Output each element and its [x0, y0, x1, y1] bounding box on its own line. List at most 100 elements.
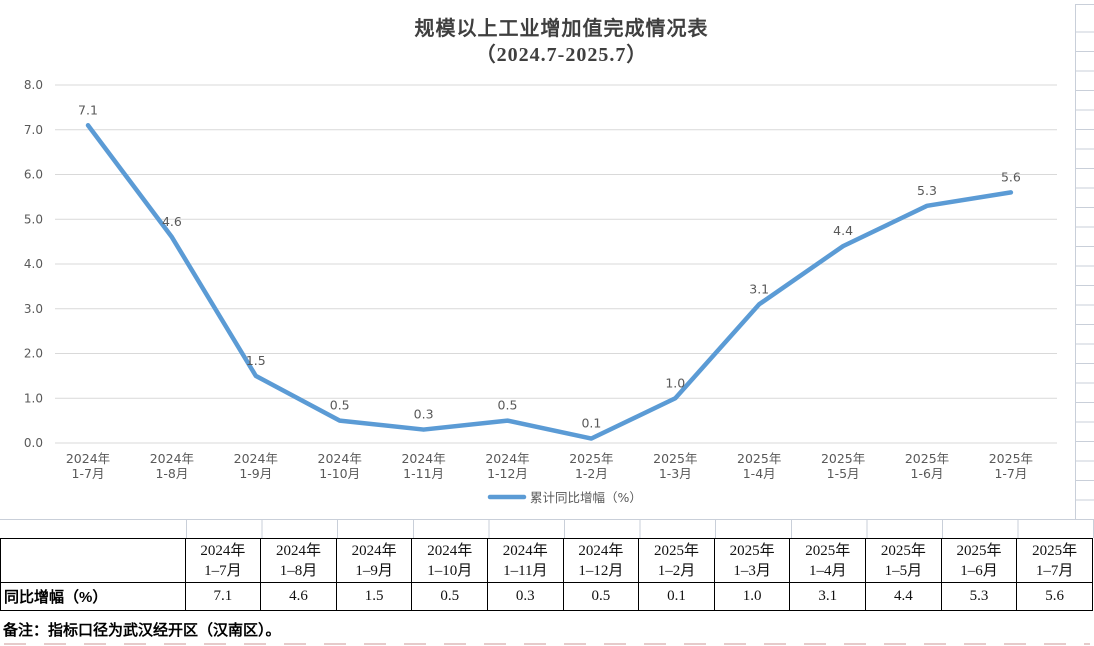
data-label: 7.1	[78, 102, 98, 117]
y-axis-tick-label: 1.0	[24, 391, 43, 405]
x-axis-label: 1-6月	[911, 466, 944, 481]
embedded-chart[interactable]: 规模以上工业增加值完成情况表 （2024.7-2025.7） 0.0 1.0 2.0…	[0, 4, 1075, 519]
chart-subtitle: （2024.7-2025.7）	[475, 44, 648, 66]
y-axis-tick-label: 2.0	[24, 347, 43, 361]
x-axis-label: 2024年	[485, 451, 529, 466]
sheet-grid-right-column	[1075, 4, 1094, 519]
clipped-next-row-text	[4, 643, 1090, 645]
table-header-line: 2024年	[502, 542, 548, 559]
x-axis-label: 1-4月	[743, 466, 776, 481]
y-axis-tick-label: 3.0	[24, 302, 43, 316]
y-axis-tick-label: 6.0	[24, 168, 43, 182]
table-value-cell[interactable]: 5.6	[1017, 583, 1093, 611]
y-axis-tick-label: 5.0	[24, 212, 43, 226]
x-axis-label: 1-3月	[659, 466, 692, 481]
data-label: 0.5	[498, 398, 518, 413]
x-axis-label: 2024年	[234, 451, 278, 466]
table-header-cell[interactable]: 2025年 1–4月	[790, 539, 867, 583]
data-label: 4.6	[162, 214, 182, 229]
data-label: 1.5	[246, 353, 266, 368]
table-header-line: 2024年	[427, 542, 473, 559]
table-header-cell[interactable]: 2024年 1–9月	[336, 539, 413, 583]
x-axis-label: 1-5月	[827, 466, 860, 481]
data-label: 3.1	[749, 281, 769, 296]
x-axis-label: 2024年	[66, 451, 110, 466]
y-axis-tick-label: 8.0	[24, 78, 43, 92]
table-header-line: 1–6月	[960, 562, 998, 579]
x-axis-label: 2025年	[737, 451, 781, 466]
table-header-cell[interactable]: 2024年 1–10月	[412, 539, 488, 583]
x-axis-label: 1-2月	[575, 466, 608, 481]
x-axis-label: 1-7月	[72, 466, 105, 481]
table-header-line: 2025年	[1032, 542, 1078, 559]
table-header-line: 2024年	[200, 542, 246, 559]
x-axis-label: 2025年	[905, 451, 949, 466]
table-header-line: 1–12月	[578, 562, 624, 579]
table-header-row: 2024年 1–7月 2024年 1–8月 2024年 1–9月 2024年 1–10月 202…	[1, 539, 1093, 583]
x-axis-label: 1-11月	[403, 466, 444, 481]
table-header-cell[interactable]: 2025年 1–5月	[866, 539, 942, 583]
table-value-cell[interactable]: 4.4	[866, 583, 942, 611]
x-axis-label: 2025年	[569, 451, 613, 466]
table-value-cell[interactable]: 3.1	[790, 583, 867, 611]
table-header-line: 2024年	[578, 542, 624, 559]
table-header-cell[interactable]: 2025年 1–7月	[1017, 539, 1093, 583]
note-text[interactable]: 备注：指标口径为武汉经开区（汉南区）。	[3, 622, 281, 639]
data-label: 1.0	[665, 375, 685, 390]
table-value-row: 同比增幅（%） 7.1 4.6 1.5 0.5 0.3 0.5 0.1 1.0 3.1 4.4 5.…	[1, 583, 1093, 611]
table-header-line: 1–9月	[355, 562, 393, 579]
table-value-cell[interactable]: 5.3	[941, 583, 1018, 611]
data-label: 5.6	[1001, 169, 1021, 184]
data-label: 0.5	[330, 398, 350, 413]
table-value-cell[interactable]: 7.1	[185, 583, 262, 611]
data-table: 2024年 1–7月 2024年 1–8月 2024年 1–9月 2024年 1–10月 202…	[0, 538, 1093, 611]
sheet-grid-stubs	[186, 520, 1094, 538]
series-line[interactable]	[85, 123, 1014, 441]
data-label: 4.4	[833, 223, 853, 238]
table-value-cell[interactable]: 4.6	[261, 583, 337, 611]
legend-label: 累计同比增幅（%）	[530, 490, 642, 505]
sheet-gridline-above-table	[0, 519, 1094, 520]
table-header-line: 1–7月	[204, 562, 242, 579]
x-axis-label: 1-10月	[319, 466, 360, 481]
data-label: 0.3	[414, 407, 434, 422]
table-header-line: 1–8月	[279, 562, 318, 579]
table-value-cell[interactable]: 0.1	[639, 583, 715, 611]
table-header-cell[interactable]: 2024年 1–11月	[488, 539, 564, 583]
y-axis-tick-label: 0.0	[24, 436, 43, 450]
table-value-cell[interactable]: 0.3	[488, 583, 564, 611]
table-header-line: 1–7月	[1035, 562, 1074, 579]
x-axis-label: 2024年	[150, 451, 194, 466]
x-axis-label: 1-8月	[155, 466, 188, 481]
chart-legend[interactable]: 累计同比增幅（%）	[487, 490, 642, 505]
table-header-line: 1–3月	[733, 562, 771, 579]
x-axis-label: 2025年	[653, 451, 697, 466]
table-header-line: 2025年	[805, 542, 851, 559]
table-value-cell[interactable]: 0.5	[412, 583, 488, 611]
table-header-cell[interactable]: 2024年 1–12月	[563, 539, 640, 583]
table-value-cell[interactable]: 1.0	[714, 583, 791, 611]
x-axis-label: 1-9月	[239, 466, 272, 481]
table-header-cell[interactable]: 2024年 1–8月	[261, 539, 337, 583]
table-header-cell[interactable]: 2025年 1–3月	[714, 539, 791, 583]
y-axis-tick-label: 7.0	[24, 123, 43, 137]
x-axis-label: 2024年	[318, 451, 362, 466]
table-header-cell[interactable]: 2024年 1–7月	[185, 539, 262, 583]
table-header-line: 2024年	[275, 542, 321, 559]
x-axis-label: 2024年	[401, 451, 445, 466]
table-corner-cell[interactable]	[1, 539, 186, 583]
table-header-line: 2025年	[729, 542, 775, 559]
table-header-line: 1–11月	[503, 562, 548, 579]
x-axis-label: 2025年	[821, 451, 865, 466]
table-header-line: 2025年	[654, 542, 700, 559]
table-value-cell[interactable]: 0.5	[563, 583, 640, 611]
table-header-line: 1–4月	[808, 562, 847, 579]
table-header-line: 2025年	[880, 542, 926, 559]
table-header-line: 1–2月	[657, 562, 696, 579]
table-value-cell[interactable]: 1.5	[336, 583, 413, 611]
table-header-cell[interactable]: 2025年 1–6月	[941, 539, 1018, 583]
table-row-label[interactable]: 同比增幅（%）	[1, 583, 186, 611]
line-chart-canvas[interactable]: 0.01.02.03.04.05.06.07.08.02024年1-7月2024…	[0, 8, 1075, 523]
chart-title: 规模以上工业增加值完成情况表	[414, 18, 709, 40]
table-header-cell[interactable]: 2025年 1–2月	[639, 539, 715, 583]
